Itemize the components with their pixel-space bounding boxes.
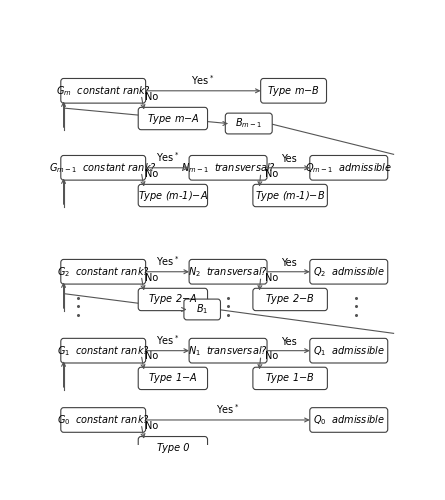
FancyBboxPatch shape	[261, 78, 327, 103]
Text: Type (m-1)$-A$: Type (m-1)$-A$	[138, 188, 208, 202]
FancyBboxPatch shape	[310, 156, 388, 180]
Text: Type 2$-B$: Type 2$-B$	[265, 292, 315, 306]
Text: $G_{m-1}$  constant rank?: $G_{m-1}$ constant rank?	[49, 161, 157, 174]
FancyBboxPatch shape	[138, 367, 207, 390]
Text: $N_{1}$  transversal?: $N_{1}$ transversal?	[188, 344, 268, 358]
Text: Yes$^*$: Yes$^*$	[156, 150, 179, 164]
Text: Yes: Yes	[280, 258, 296, 268]
FancyBboxPatch shape	[61, 408, 146, 432]
Text: Yes: Yes	[280, 154, 296, 164]
FancyBboxPatch shape	[310, 408, 388, 432]
Text: No: No	[145, 272, 158, 282]
Text: No: No	[264, 272, 278, 282]
FancyBboxPatch shape	[138, 288, 207, 310]
FancyBboxPatch shape	[253, 288, 328, 310]
FancyBboxPatch shape	[189, 260, 267, 284]
Text: No: No	[145, 421, 158, 431]
FancyBboxPatch shape	[310, 260, 388, 284]
FancyBboxPatch shape	[253, 184, 328, 206]
Text: Type (m-1)$-B$: Type (m-1)$-B$	[255, 188, 325, 202]
Text: Type 0: Type 0	[157, 442, 189, 452]
FancyBboxPatch shape	[189, 338, 267, 363]
Text: $Q_{2}$  admissible: $Q_{2}$ admissible	[313, 265, 385, 278]
Text: No: No	[145, 352, 158, 362]
FancyBboxPatch shape	[61, 78, 146, 103]
Text: $G_{2}$  constant rank?: $G_{2}$ constant rank?	[57, 265, 150, 278]
Text: $N_{2}$  transversal?: $N_{2}$ transversal?	[188, 265, 268, 278]
FancyBboxPatch shape	[138, 436, 207, 459]
FancyBboxPatch shape	[138, 108, 207, 130]
Text: Yes$^*$: Yes$^*$	[156, 254, 179, 268]
Text: $N_{m-1}$  transversal?: $N_{m-1}$ transversal?	[181, 161, 275, 174]
Text: $Q_{m-1}$  admissible: $Q_{m-1}$ admissible	[305, 161, 392, 174]
FancyBboxPatch shape	[61, 338, 146, 363]
Text: $G_{m}$  constant rank?: $G_{m}$ constant rank?	[56, 84, 151, 98]
Text: $G_{1}$  constant rank?: $G_{1}$ constant rank?	[57, 344, 150, 358]
Text: Type m$-B$: Type m$-B$	[267, 84, 320, 98]
Text: $B_{m-1}$: $B_{m-1}$	[235, 116, 263, 130]
Text: Type 2$-A$: Type 2$-A$	[148, 292, 198, 306]
FancyBboxPatch shape	[184, 299, 220, 320]
Text: No: No	[264, 168, 278, 178]
Text: Type m$-A$: Type m$-A$	[146, 112, 199, 126]
FancyBboxPatch shape	[253, 367, 328, 390]
Text: $Q_{1}$  admissible: $Q_{1}$ admissible	[313, 344, 385, 358]
FancyBboxPatch shape	[189, 156, 267, 180]
Text: Yes$^*$: Yes$^*$	[216, 402, 239, 416]
FancyBboxPatch shape	[138, 184, 207, 206]
Text: No: No	[145, 168, 158, 178]
Text: $G_{0}$  constant rank?: $G_{0}$ constant rank?	[57, 413, 150, 427]
Text: Type 1$-A$: Type 1$-A$	[148, 372, 198, 386]
Text: Yes$^*$: Yes$^*$	[191, 73, 215, 87]
Text: Type 1$-B$: Type 1$-B$	[265, 372, 315, 386]
Text: $Q_{0}$  admissible: $Q_{0}$ admissible	[313, 413, 385, 427]
Text: $B_{1}$: $B_{1}$	[196, 302, 208, 316]
FancyBboxPatch shape	[61, 156, 146, 180]
FancyBboxPatch shape	[310, 338, 388, 363]
Text: No: No	[264, 352, 278, 362]
Text: Yes$^*$: Yes$^*$	[156, 333, 179, 347]
FancyBboxPatch shape	[225, 113, 272, 134]
Text: No: No	[145, 92, 158, 102]
FancyBboxPatch shape	[61, 260, 146, 284]
Text: Yes: Yes	[280, 337, 296, 347]
